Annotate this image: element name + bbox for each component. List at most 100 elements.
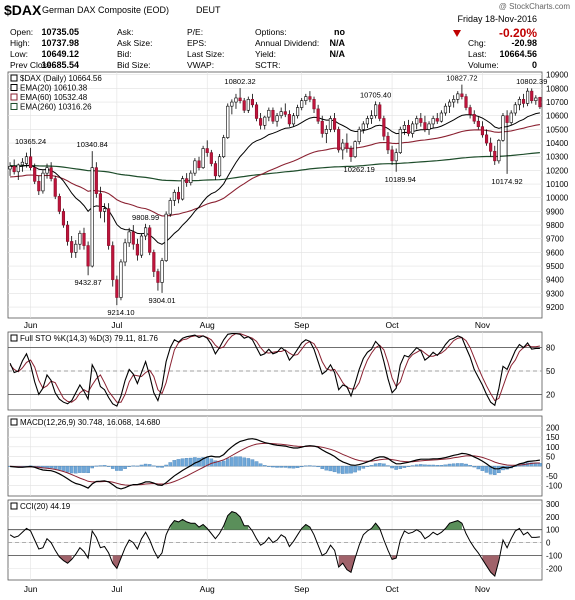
macd-histogram-bar (53, 465, 58, 469)
ema20-line (10, 112, 540, 245)
candle-up (226, 105, 230, 138)
x-month-label: Sep (294, 320, 309, 330)
macd-histogram-bar (73, 465, 78, 474)
quote-label: Open: (10, 27, 33, 37)
y-tick-label: 200 (546, 424, 560, 433)
macd-histogram-bar (172, 460, 177, 467)
candle-down (476, 120, 480, 127)
macd-histogram-bar (110, 465, 115, 469)
macd-histogram-bar (492, 465, 497, 475)
candle-up (41, 172, 45, 192)
y-tick-label: 300 (546, 500, 560, 509)
candle-up (217, 156, 222, 177)
macd-histogram-bar (373, 463, 378, 467)
candle-up (275, 115, 279, 122)
macd-histogram-bar (234, 456, 238, 467)
quote-label: Chg: (468, 38, 486, 48)
y-tick-label: 10600 (546, 112, 569, 121)
candle-up (90, 167, 94, 267)
price-annotation: 10705.40 (360, 90, 391, 99)
candle-up (127, 231, 131, 244)
candle-down (406, 125, 411, 134)
macd-histogram-bar (435, 465, 440, 467)
candle-down (29, 156, 33, 168)
macd-histogram-bar (451, 463, 456, 467)
macd-histogram-bar (357, 465, 362, 471)
macd-histogram-bar (279, 465, 283, 468)
macd-histogram-bar (336, 465, 341, 474)
macd-histogram-bar (143, 463, 148, 467)
candle-up (517, 99, 521, 106)
y-tick-label: -200 (546, 564, 563, 573)
candle-up (160, 260, 164, 283)
x-month-label: Sep (294, 584, 309, 594)
macd-histogram-bar (402, 465, 407, 468)
price-annotation: 10340.84 (77, 140, 108, 149)
panel-frame (7, 71, 543, 319)
macd-histogram-bar (455, 463, 460, 467)
quote-label: Prev Close: (10, 60, 54, 70)
candle-up (341, 142, 345, 151)
macd-histogram-bar (447, 463, 452, 467)
macd-histogram-bar (299, 465, 304, 468)
candle-down (320, 120, 324, 134)
candle-up (189, 172, 193, 183)
y-tick-label: 10300 (546, 153, 569, 162)
candle-up (427, 123, 431, 130)
ema260-line (10, 152, 540, 182)
candle-up (45, 167, 49, 174)
macd-histogram-bar (209, 458, 214, 467)
candle-down (259, 118, 263, 126)
macd-histogram-bar (193, 457, 197, 467)
quote-date: Friday 18-Nov-2016 (457, 14, 537, 24)
candle-down (238, 97, 242, 102)
macd-histogram-bar (275, 465, 279, 468)
macd-histogram-bar (94, 465, 99, 467)
macd-histogram-bar (250, 459, 255, 467)
quote-value: 10737.98 (41, 38, 79, 48)
quote-label: Ask Size: (117, 38, 152, 48)
candle-down (287, 114, 291, 125)
candle-down (283, 111, 287, 115)
macd-histogram-bar (147, 464, 152, 467)
macd-histogram-bar (324, 465, 329, 471)
price-annotation: 9432.87 (75, 278, 102, 287)
candle-down (254, 104, 259, 119)
candle-down (94, 167, 98, 194)
macd-histogram-bar (304, 465, 308, 467)
x-month-label: Aug (200, 320, 215, 330)
macd-histogram-bar (497, 465, 501, 474)
price-annotation: 10174.92 (491, 177, 522, 186)
candle-up (431, 118, 435, 125)
legend-swatch (10, 502, 18, 510)
candle-down (135, 243, 139, 256)
candle-down (464, 96, 468, 108)
y-tick-label: 10400 (546, 139, 569, 148)
candle-up (402, 125, 406, 130)
macd-histogram-bar (332, 465, 337, 473)
candle-down (337, 129, 341, 151)
cci-overbought-area (445, 520, 462, 530)
stockcharts-watermark: @ StockCharts.com (499, 2, 571, 11)
candle-down (493, 150, 497, 162)
candle-down (131, 231, 135, 245)
macd-histogram-bar (328, 465, 333, 472)
candle-up (263, 116, 267, 126)
macd-histogram-bar (123, 465, 127, 469)
candle-up (448, 101, 452, 107)
macd-histogram-bar (419, 464, 423, 467)
y-tick-label: 0 (546, 462, 551, 471)
quote-label: Low: (10, 49, 28, 59)
candle-up (353, 141, 357, 158)
candle-up (526, 90, 530, 104)
price-annotation: 9214.10 (107, 308, 134, 317)
candle-down (484, 134, 489, 144)
y-tick-label: 100 (546, 443, 560, 452)
macd-histogram-bar (464, 463, 468, 467)
candle-down (82, 232, 86, 246)
candle-up (291, 115, 296, 125)
macd-histogram-bar (382, 463, 386, 467)
y-tick-label: 50 (546, 452, 555, 461)
